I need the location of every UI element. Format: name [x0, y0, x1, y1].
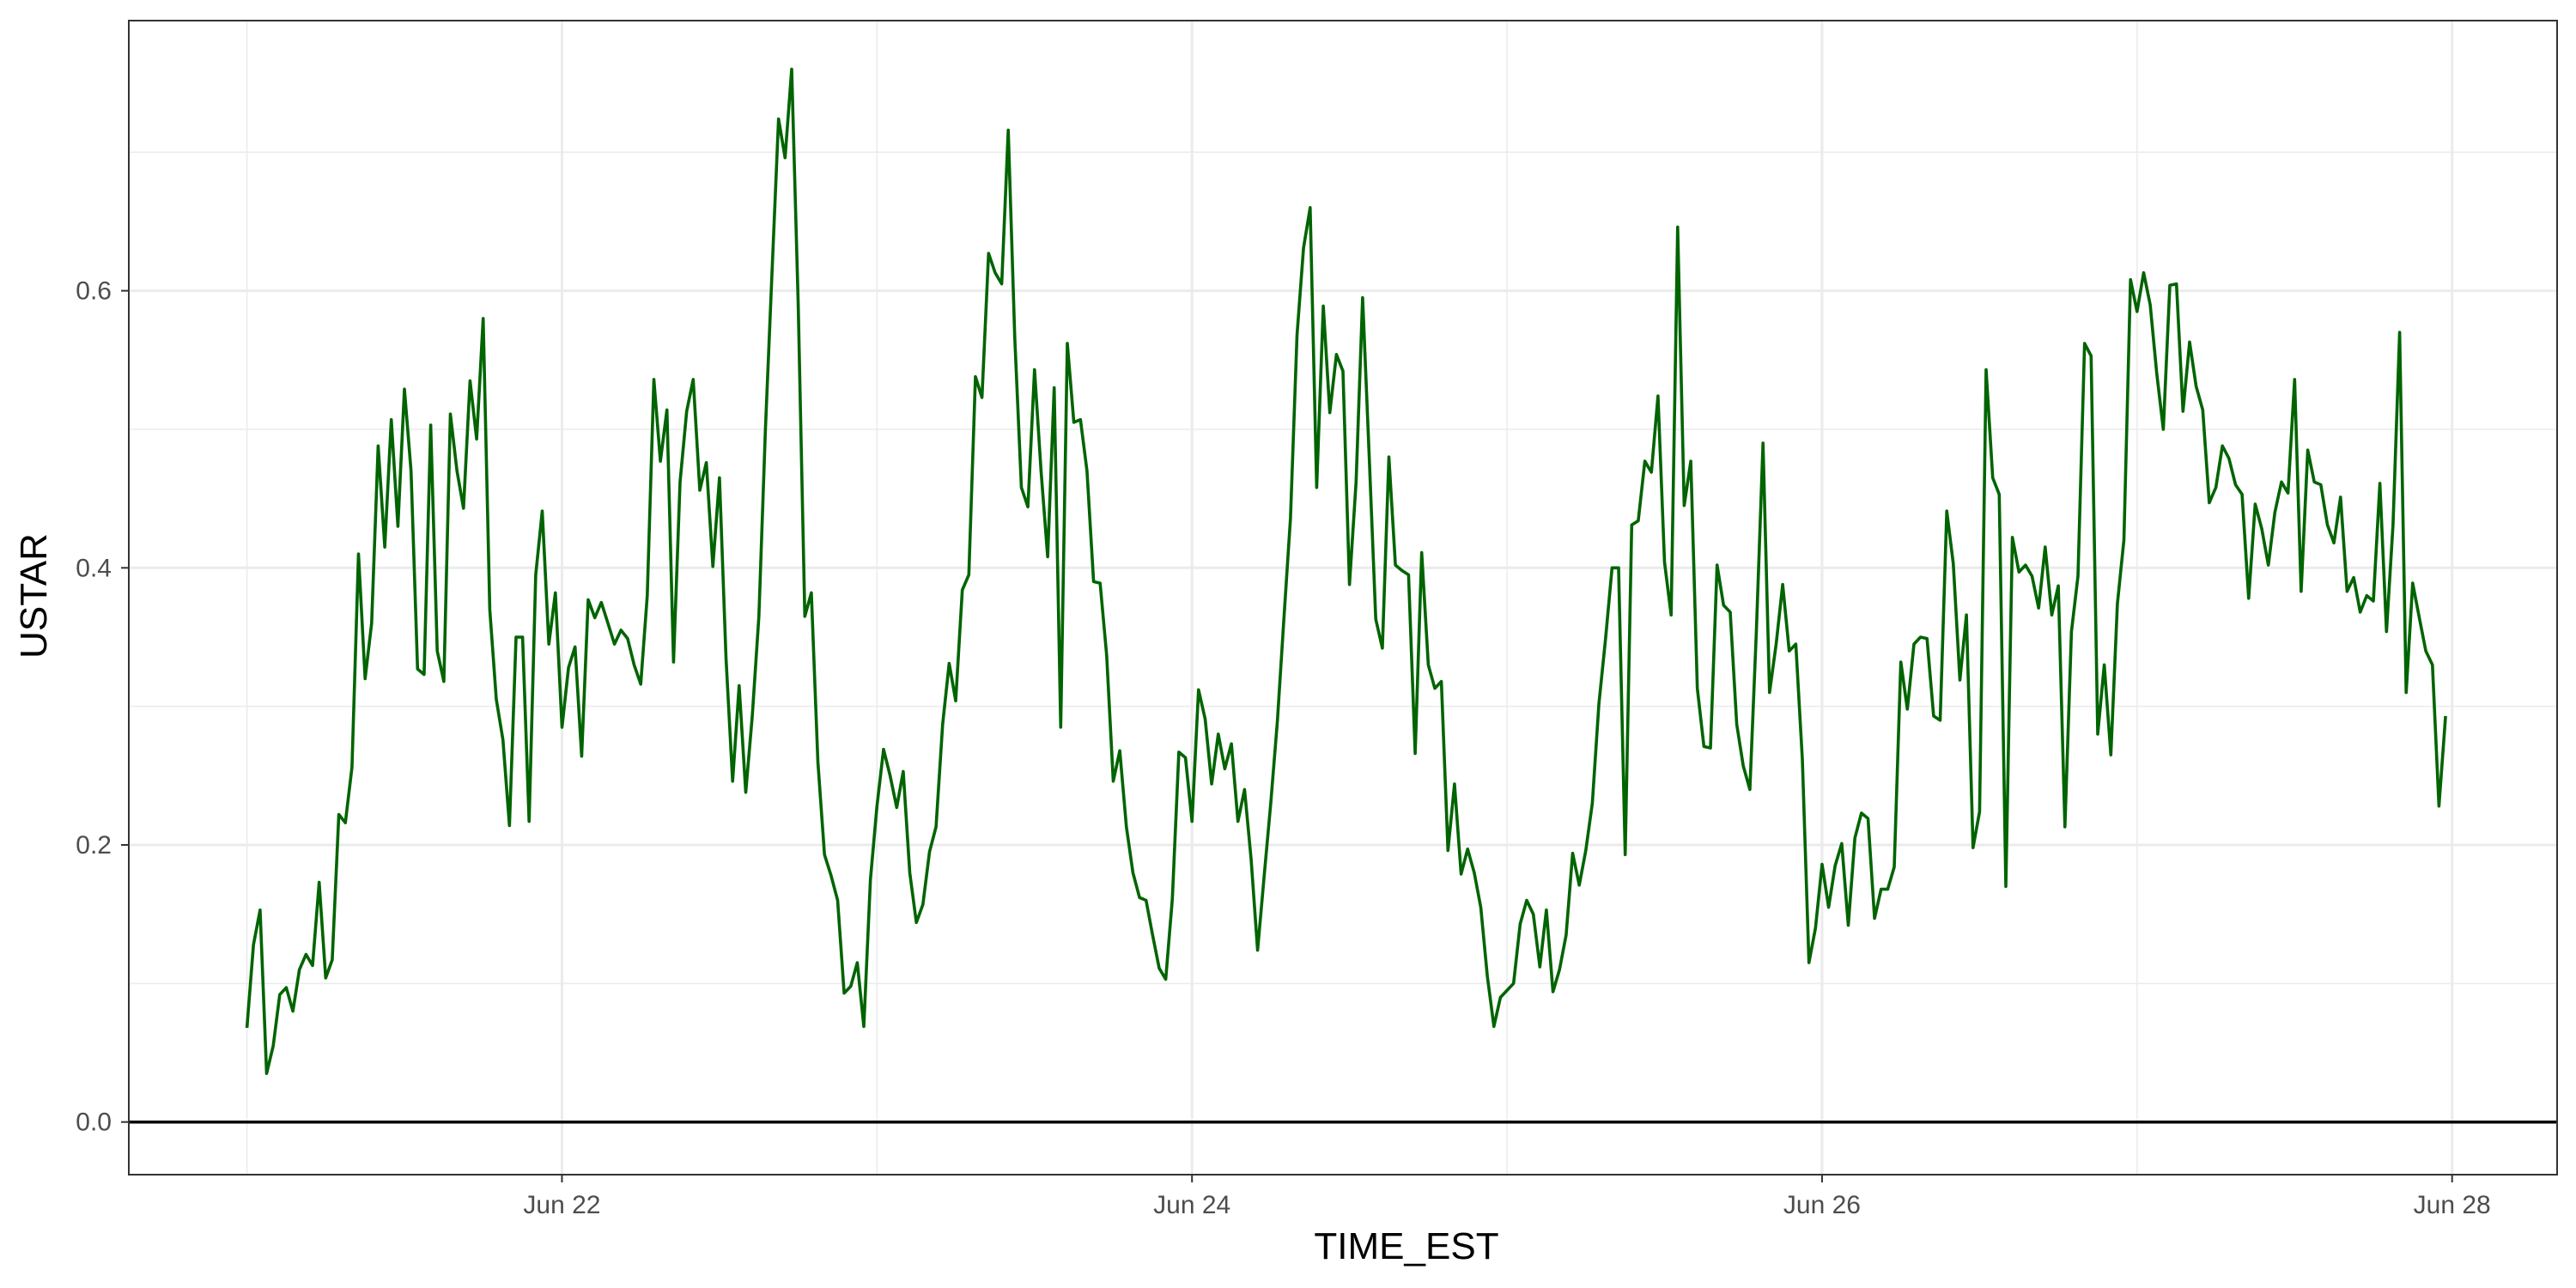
x-tick-label: Jun 22	[523, 1191, 600, 1219]
ustar-series-line	[245, 67, 2447, 1075]
y-tick-label: 0.2	[76, 831, 112, 860]
x-tick-label: Jun 28	[2414, 1191, 2491, 1219]
x-axis: Jun 22 Jun 24 Jun 26 Jun 28	[523, 1175, 2491, 1219]
x-axis-title: TIME_EST	[1314, 1225, 1498, 1267]
y-tick-label: 0.6	[76, 277, 112, 306]
x-tick-label: Jun 26	[1783, 1191, 1861, 1219]
y-tick-label: 0.4	[76, 554, 112, 582]
panel-border	[128, 20, 2558, 1176]
y-axis: 0.0 0.2 0.4 0.6	[76, 277, 129, 1137]
y-tick-label: 0.0	[76, 1109, 112, 1137]
x-tick-label: Jun 24	[1153, 1191, 1230, 1219]
y-axis-title: USTAR	[13, 533, 55, 659]
